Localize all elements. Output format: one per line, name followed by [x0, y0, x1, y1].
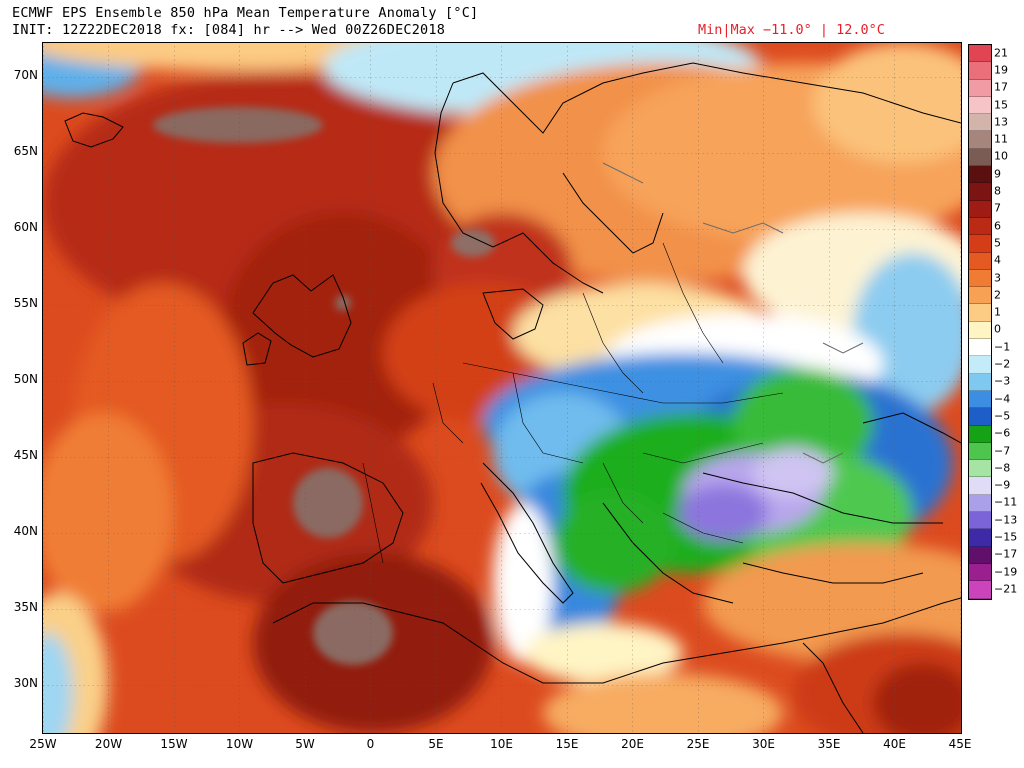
- colorbar-swatch: [969, 235, 991, 253]
- colorbar-swatch: [969, 183, 991, 201]
- lon-label: 10W: [225, 737, 254, 751]
- colorbar-swatch: [969, 217, 991, 236]
- lon-label: 5E: [428, 737, 444, 751]
- colorbar-label: −17: [994, 547, 1018, 561]
- lon-label: 35E: [817, 737, 841, 751]
- colorbar-swatch: [969, 373, 991, 391]
- lon-label: 5W: [295, 737, 315, 751]
- colorbar-label: 7: [994, 201, 1001, 215]
- colorbar-label: 11: [994, 132, 1008, 146]
- colorbar-label: 5: [994, 236, 1001, 250]
- lon-label: 30E: [752, 737, 775, 751]
- lon-label: 45E: [948, 737, 972, 751]
- lon-label: 40E: [883, 737, 906, 751]
- colorbar-swatch: [969, 563, 991, 582]
- colorbar-swatch: [969, 529, 991, 547]
- colorbar-label: −19: [994, 565, 1018, 579]
- colorbar-swatch: [969, 166, 991, 184]
- colorbar-label: −3: [994, 374, 1011, 388]
- colorbar-label: 15: [994, 98, 1008, 111]
- colorbar-label: 9: [994, 167, 1001, 181]
- colorbar-label: 2: [994, 288, 1001, 302]
- colorbar-swatch: [969, 425, 991, 443]
- colorbar-swatch: [969, 442, 991, 461]
- lat-label: 45N: [13, 448, 38, 462]
- lat-label: 55N: [13, 296, 38, 310]
- colorbar-label: 0: [994, 322, 1001, 336]
- lat-label: 65N: [13, 144, 38, 158]
- colorbar-swatch: [969, 356, 991, 374]
- lon-label: 10E: [490, 737, 513, 751]
- colorbar-label: 17: [994, 80, 1008, 94]
- colorbar-swatch: [969, 408, 991, 426]
- lon-label: 20W: [94, 737, 123, 751]
- colorbar-label: 1: [994, 305, 1001, 319]
- colorbar-label: 19: [994, 63, 1008, 77]
- colorbar-label: 13: [994, 115, 1008, 129]
- lat-label: 35N: [13, 600, 38, 614]
- colorbar-label: −7: [994, 444, 1011, 457]
- colorbar-label: 6: [994, 219, 1001, 233]
- colorbar-label: −4: [994, 392, 1011, 406]
- minmax-readout: Min|Max −11.0° | 12.0°C: [698, 22, 885, 38]
- colorbar-swatch: [969, 96, 991, 115]
- colorbar-swatch: [969, 321, 991, 340]
- colorbar-label: 4: [994, 253, 1001, 267]
- chart-title: ECMWF EPS Ensemble 850 hPa Mean Temperat…: [12, 5, 479, 21]
- lat-label: 70N: [13, 68, 38, 82]
- lon-label: 15W: [160, 737, 188, 751]
- colorbar-label: −9: [994, 478, 1011, 492]
- lat-label: 60N: [13, 220, 38, 234]
- colorbar-swatch: [969, 200, 991, 218]
- colorbar-swatch: [969, 339, 991, 357]
- colorbar: [968, 44, 992, 600]
- colorbar-label: 8: [994, 184, 1001, 198]
- lat-label: 30N: [13, 676, 38, 690]
- colorbar-swatch: [969, 581, 991, 599]
- colorbar-swatch: [969, 494, 991, 513]
- lon-label: 20E: [621, 737, 644, 751]
- colorbar-swatch: [969, 114, 991, 132]
- colorbar-swatch: [969, 79, 991, 97]
- colorbar-label: −15: [994, 530, 1018, 544]
- colorbar-swatch: [969, 546, 991, 564]
- colorbar-label: −5: [994, 409, 1011, 423]
- colorbar-swatch: [969, 304, 991, 322]
- lat-label: 40N: [13, 524, 38, 538]
- colorbar-swatch: [969, 269, 991, 288]
- colorbar-label: −8: [994, 461, 1011, 475]
- colorbar-swatch: [969, 512, 991, 530]
- colorbar-swatch: [969, 62, 991, 80]
- colorbar-label: 3: [994, 271, 1001, 284]
- colorbar-label: −2: [994, 357, 1011, 371]
- colorbar-label: −1: [994, 340, 1011, 354]
- lat-lon-grid: [43, 43, 961, 733]
- colorbar-swatch: [969, 45, 991, 63]
- colorbar-swatch: [969, 390, 991, 409]
- lon-label: 15E: [555, 737, 579, 751]
- lon-label: 0: [366, 737, 375, 751]
- colorbar-swatch: [969, 460, 991, 478]
- colorbar-label: 21: [994, 46, 1008, 60]
- colorbar-swatch: [969, 131, 991, 149]
- lon-label: 25E: [686, 737, 710, 751]
- colorbar-swatch: [969, 252, 991, 270]
- colorbar-swatch: [969, 477, 991, 495]
- colorbar-swatch: [969, 148, 991, 167]
- init-forecast-line: INIT: 12Z22DEC2018 fx: [084] hr --> Wed …: [12, 22, 446, 38]
- anomaly-map[interactable]: [42, 42, 962, 734]
- colorbar-swatch: [969, 287, 991, 305]
- lon-label: 25W: [29, 737, 57, 751]
- colorbar-label: −11: [994, 495, 1018, 509]
- colorbar-label: 10: [994, 149, 1008, 163]
- lat-label: 50N: [13, 372, 38, 386]
- colorbar-label: −6: [994, 426, 1011, 440]
- colorbar-label: −13: [994, 513, 1018, 527]
- map-canvas: [43, 43, 961, 733]
- colorbar-label: −21: [994, 582, 1018, 596]
